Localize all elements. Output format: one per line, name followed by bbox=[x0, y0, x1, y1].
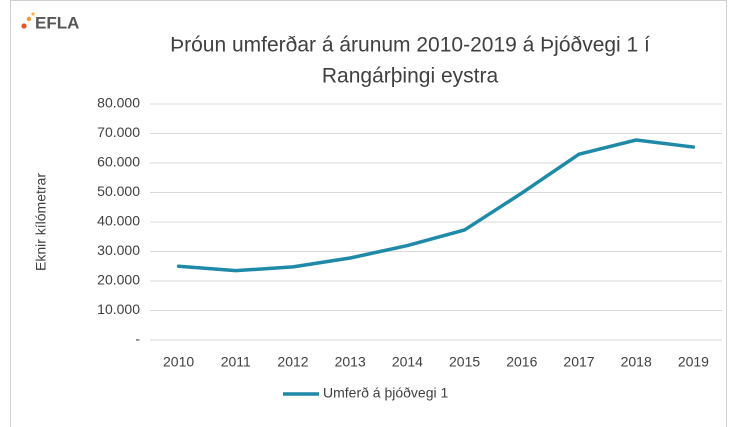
chart-frame bbox=[10, 0, 727, 427]
x-tick-label: 2017 bbox=[563, 354, 594, 370]
y-tick-label: 20.000 bbox=[97, 272, 140, 288]
y-tick-label: 80.000 bbox=[97, 95, 140, 111]
x-tick-label: 2018 bbox=[621, 354, 652, 370]
x-tick-label: 2011 bbox=[221, 354, 251, 370]
x-tick-label: 2010 bbox=[163, 354, 194, 370]
logo-dot bbox=[26, 16, 32, 22]
x-tick-label: 2015 bbox=[449, 354, 480, 370]
logo-dot bbox=[21, 23, 27, 29]
legend-label: Umferð á þjóðvegi 1 bbox=[323, 385, 449, 401]
x-tick-label: 2012 bbox=[277, 354, 308, 370]
x-tick-label: 2013 bbox=[335, 354, 366, 370]
x-tick-label: 2019 bbox=[678, 354, 709, 370]
x-tick-label: 2016 bbox=[506, 354, 537, 370]
y-tick-label: - bbox=[135, 331, 140, 347]
y-tick-label: 30.000 bbox=[97, 242, 140, 258]
line-series bbox=[176, 138, 696, 273]
y-tick-label: 10.000 bbox=[97, 301, 140, 317]
logo-text: EFLA bbox=[35, 13, 79, 32]
y-axis-label: Eknir kílómetrar bbox=[33, 173, 49, 271]
y-tick-label: 60.000 bbox=[97, 154, 140, 170]
y-tick-label: 70.000 bbox=[97, 124, 140, 140]
logo: EFLA bbox=[21, 12, 79, 32]
chart-title: Rangárþingi eystra bbox=[322, 65, 499, 88]
x-tick-label: 2014 bbox=[392, 354, 423, 370]
chart-title: Þróun umferðar á árunum 2010-2019 á Þjóð… bbox=[170, 34, 650, 57]
y-tick-label: 50.000 bbox=[97, 183, 140, 199]
y-tick-label: 40.000 bbox=[97, 213, 140, 229]
logo-dot bbox=[31, 12, 35, 16]
